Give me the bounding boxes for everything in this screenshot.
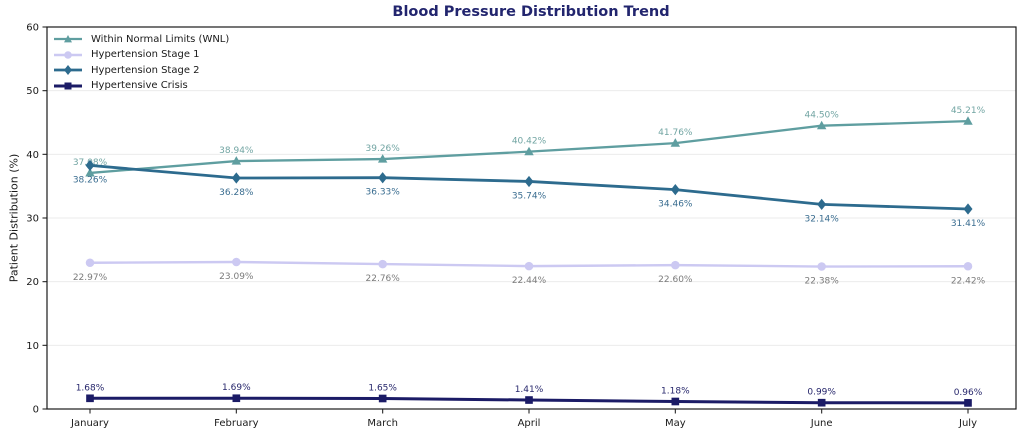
circle-marker — [378, 259, 387, 269]
triangle-marker — [231, 156, 242, 165]
square-marker — [525, 396, 533, 404]
triangle-marker — [963, 116, 973, 125]
legend-item-label: Hypertension Stage 1 — [91, 49, 200, 61]
data-point-label: 38.26% — [73, 175, 108, 185]
y-tick-label: 30 — [26, 214, 39, 225]
data-point-label: 1.41% — [515, 385, 544, 395]
data-point-label: 31.41% — [951, 219, 986, 229]
y-tick-label: 50 — [26, 86, 39, 97]
data-point-label: 22.42% — [951, 276, 986, 286]
data-point-label: 38.94% — [219, 146, 254, 156]
x-tick-label: March — [367, 418, 397, 429]
diamond-marker — [963, 203, 973, 215]
diamond-marker — [231, 172, 241, 184]
x-tick-label: May — [665, 418, 686, 429]
triangle-marker — [670, 138, 681, 147]
circle-marker — [232, 257, 241, 267]
triangle-marker — [524, 146, 534, 156]
data-point-label: 22.44% — [512, 276, 547, 286]
data-point-label: 1.18% — [661, 386, 690, 396]
legend: Within Normal Limits (WNL) Hypertension S… — [53, 33, 229, 92]
data-point-label: 22.38% — [805, 277, 840, 287]
diamond-marker — [524, 175, 534, 188]
legend-item: Hypertensive Crisis — [53, 80, 229, 93]
legend-item: Within Normal Limits (WNL) — [53, 33, 229, 46]
triangle-marker — [377, 154, 388, 163]
data-point-label: 44.50% — [805, 111, 840, 121]
square-marker — [378, 394, 387, 403]
circle-marker — [524, 261, 534, 271]
square-marker — [86, 394, 94, 403]
diamond-marker — [670, 183, 680, 196]
data-point-label: 0.99% — [807, 388, 836, 398]
diamond-marker — [378, 172, 388, 184]
data-point-label: 41.76% — [658, 128, 693, 138]
circle-marker — [671, 260, 680, 270]
x-tick-label: January — [70, 418, 109, 429]
y-tick-label: 40 — [26, 150, 39, 161]
data-point-label: 22.76% — [366, 274, 401, 284]
x-tick-label: June — [810, 418, 833, 429]
chart-title: Blood Pressure Distribution Trend — [392, 4, 670, 20]
data-point-label: 36.33% — [366, 188, 401, 198]
data-point-label: 1.69% — [222, 383, 251, 393]
square-marker — [671, 397, 680, 406]
triangle-marker — [816, 120, 827, 130]
legend-item-label: Hypertension Stage 2 — [91, 64, 200, 76]
data-point-label: 22.60% — [658, 275, 693, 285]
data-point-label: 1.65% — [368, 383, 397, 393]
square-legend-swatch — [54, 82, 82, 90]
y-tick-label: 20 — [26, 277, 39, 288]
diamond-legend-swatch — [54, 65, 82, 76]
diamond-marker — [817, 198, 827, 211]
square-marker — [232, 394, 241, 403]
y-tick-label: 60 — [26, 23, 39, 34]
data-point-label: 34.46% — [658, 200, 693, 210]
circle-marker — [963, 261, 973, 271]
data-point-label: 45.21% — [951, 106, 986, 116]
y-axis-label: Patient Distribution (%) — [7, 153, 21, 283]
data-point-label: 1.68% — [76, 383, 105, 393]
diamond-marker — [85, 159, 95, 172]
x-tick-label: April — [518, 418, 541, 429]
triangle-marker — [85, 167, 95, 177]
data-point-label: 0.96% — [954, 388, 983, 398]
plot-border — [46, 26, 1017, 410]
y-tick-label: 0 — [33, 405, 39, 416]
x-tick-label: July — [958, 418, 977, 429]
circle-marker — [817, 262, 826, 271]
square-marker — [964, 399, 972, 407]
data-point-label: 32.14% — [805, 214, 840, 224]
data-point-label: 23.09% — [219, 272, 254, 282]
data-point-label: 22.97% — [73, 273, 108, 283]
legend-item: Hypertension Stage 2 — [53, 64, 229, 77]
legend-item: Hypertension Stage 1 — [53, 49, 229, 62]
square-marker — [817, 398, 826, 407]
data-point-label: 36.28% — [219, 188, 254, 198]
y-tick-label: 10 — [26, 341, 39, 352]
x-tick-label: February — [214, 418, 258, 429]
circle-legend-swatch — [54, 50, 82, 59]
triangle-legend-swatch — [54, 35, 82, 43]
data-point-label: 40.42% — [512, 137, 547, 147]
legend-item-label: Hypertensive Crisis — [91, 80, 188, 92]
data-point-label: 35.74% — [512, 191, 547, 201]
circle-marker — [85, 258, 95, 268]
legend-item-label: Within Normal Limits (WNL) — [91, 33, 230, 45]
data-point-label: 39.26% — [366, 144, 401, 154]
